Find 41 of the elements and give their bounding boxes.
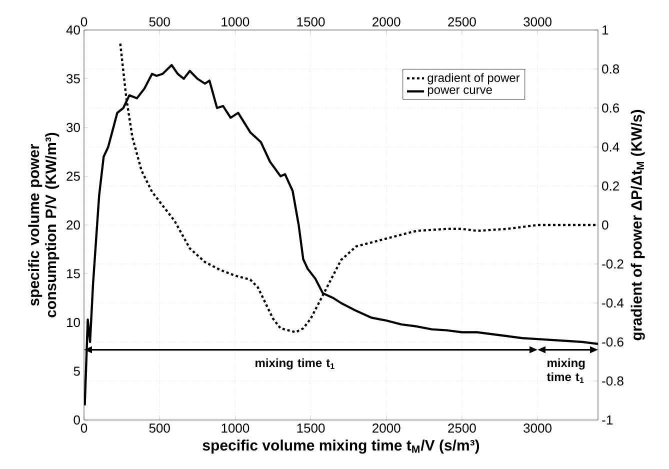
y2-tick-label: 0.8 — [602, 64, 620, 74]
y2-tick-label: -0.8 — [602, 376, 624, 386]
y-tick-label: 10 — [66, 318, 80, 328]
y-tick-label: 0 — [74, 415, 80, 425]
x-tick-label: 1000 — [222, 424, 250, 433]
y-tick-label: 30 — [66, 122, 80, 132]
y2-tick-label: 0.6 — [602, 103, 620, 113]
x-tick-label: 2000 — [372, 424, 400, 433]
y2-tick-label: -0.2 — [602, 259, 624, 269]
y2-tick-label: 0.4 — [602, 142, 620, 152]
legend-label: gradient of power — [428, 73, 520, 84]
x-tick-label: 2500 — [448, 424, 476, 433]
y2-tick-label: -1 — [602, 416, 612, 424]
annotation: mixing time t$_{1}$ — [256, 358, 334, 370]
y-tick-label: 40 — [66, 25, 80, 35]
y2-tick-label: 1 — [602, 26, 608, 34]
y2-tick-label: 0 — [602, 220, 608, 230]
x2-tick-label: 1000 — [222, 17, 250, 26]
y2-axis-title: gradient of power ΔP/Δt$_{M}$ (KW/s) — [630, 110, 645, 340]
y-tick-label: 25 — [66, 172, 80, 181]
x2-tick-label: 0 — [80, 17, 88, 26]
x-tick-label: 500 — [149, 424, 170, 433]
y2-tick-label: -0.6 — [602, 337, 624, 347]
y-axis-title: specific volume power consumption P/V (KW/m³) — [28, 132, 60, 318]
x2-tick-label: 500 — [149, 17, 170, 26]
x2-tick-label: 1500 — [297, 17, 325, 26]
y-tick-label: 35 — [66, 74, 80, 84]
x2-tick-label: 3000 — [524, 17, 552, 26]
y2-tick-label: -0.4 — [602, 298, 624, 308]
legend-label: power curve — [428, 87, 492, 96]
x-tick-label: 0 — [80, 424, 88, 433]
x-tick-label: 3000 — [524, 424, 552, 433]
x-tick-label: 1500 — [297, 424, 325, 433]
y-tick-label: 5 — [74, 366, 80, 376]
x2-tick-label: 2500 — [448, 17, 476, 26]
x-axis-title: specific volume mixing time t$_{M}$/V (s/m³) — [202, 440, 480, 454]
x2-tick-label: 2000 — [372, 17, 400, 26]
y-tick-label: 15 — [66, 269, 80, 278]
y2-tick-label: 0.2 — [602, 181, 619, 191]
y-tick-label: 20 — [66, 220, 80, 230]
annotation: mixing time t$_{1}$ — [546, 358, 585, 383]
